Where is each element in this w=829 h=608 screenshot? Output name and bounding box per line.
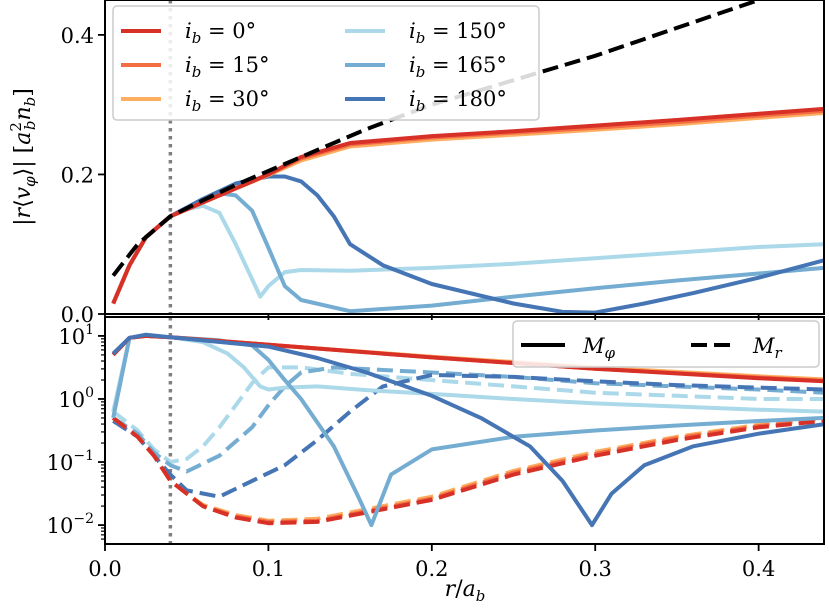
ylabel-v: v [11,186,36,199]
ylabel-bracket-close: ] [11,88,36,97]
bottom-legend-entries: Mφ Mr [521,334,783,362]
legend-label-sub: b [192,29,202,47]
xtick-label: 0.1 [252,557,285,581]
legend-entry-mphi: Mφ [521,334,616,362]
bottom-series-i150_r [111,365,824,464]
top-panel-plot-area [111,0,824,314]
legend-label-sub: b [416,63,426,81]
top-series-ref [111,0,760,277]
ylabel-a: a [11,132,36,145]
top-y-axis: 0.0 0.2 0.4 [61,24,105,327]
ylabel-n: n [11,106,36,120]
bottom-panel-frame [104,316,825,545]
xtick-label: 0.0 [88,557,121,581]
xtick-label: 0.3 [579,557,612,581]
ytick-base: 10 [58,325,85,349]
legend-label-rest: = 180° [425,87,507,111]
top-panel-frame [104,0,825,315]
bottom-panel-plot-area [111,317,824,544]
legend-label-var: i [185,53,192,77]
legend-entry-i0: ib = 0° [121,19,256,47]
top-y-axis-label: |r⟨vφ⟩| [a2bnb] [7,88,39,226]
legend-entry-mr: Mr [691,334,783,362]
legend-label-mr: Mr [752,334,783,362]
top-legend: ib = 0°ib = 15°ib = 30°ib = 150°ib = 165… [112,5,540,121]
top-legend-entries: ib = 0°ib = 15°ib = 30°ib = 150°ib = 165… [121,19,507,115]
legend-label-var: i [409,87,416,111]
legend-label-i180: ib = 180° [409,87,507,115]
ylabel-sub-b1: b [21,121,39,131]
legend-entry-i165: ib = 165° [345,53,507,81]
xlabel-a: a [463,577,476,602]
ytick-base: 10 [47,451,74,475]
ylabel-abs-open: | [11,218,36,225]
top-ytick-label: 0.2 [61,163,94,187]
legend-label-sub: b [416,29,426,47]
ylabel-angle-close: ⟩| [ [11,145,36,177]
bottom-ytick-label: 10−1 [47,448,94,475]
legend-label-sub: b [416,97,426,115]
legend-entry-i180: ib = 180° [345,87,507,115]
xlabel-r: r [445,577,457,602]
top-legend-box [112,5,540,121]
legend-entry-i150: ib = 150° [345,19,507,47]
ylabel-angle-open: ⟨ [11,199,36,208]
top-ytick-label: 0.0 [61,303,94,327]
legend-subscript: r [775,344,783,362]
ylabel-phi-sub: φ [21,176,39,187]
xlabel-slash: / [455,577,463,602]
legend-symbol: M [752,334,775,358]
bottom-ytick-label: 100 [58,385,94,412]
ylabel-sup-2: 2 [7,122,25,132]
ytick-exponent: −2 [73,511,94,527]
ytick-exponent: 0 [85,385,94,401]
bottom-ytick-label: 101 [58,322,94,349]
top-series-i30 [111,111,824,305]
bottom-series-i180_phi [111,332,824,528]
legend-label-var: i [185,19,192,43]
legend-label-i165: ib = 165° [409,53,507,81]
legend-label-var: i [185,87,192,111]
ytick-base: 10 [47,514,74,538]
legend-label-i150: ib = 150° [409,19,507,47]
legend-label-var: i [409,53,416,77]
top-ytick-label: 0.4 [61,24,94,48]
top-series-i15 [111,108,824,305]
legend-label-i30: ib = 30° [185,87,270,115]
legend-label-sub: b [192,63,202,81]
legend-label-i0: ib = 0° [185,19,256,47]
legend-label-i15: ib = 15° [185,53,270,81]
legend-label-rest: = 165° [425,53,507,77]
bottom-series-i180_r [112,373,824,499]
legend-entry-i30: ib = 30° [121,87,270,115]
bottom-legend-box [512,320,820,368]
ytick-exponent: −1 [73,448,94,464]
x-axis-label: r/ab [445,577,486,605]
legend-label-sub: b [192,97,202,115]
bottom-series-i0_r [111,416,824,526]
ylabel-r: r [11,206,36,218]
legend-symbol: M [582,334,605,358]
xtick-label: 0.2 [415,557,448,581]
legend-label-rest: = 0° [201,19,256,43]
legend-subscript: φ [605,344,616,362]
xtick-label: 0.4 [742,557,775,581]
ytick-base: 10 [58,388,85,412]
legend-label-rest: = 30° [201,87,269,111]
legend-label-rest: = 150° [425,19,507,43]
legend-entry-i15: ib = 15° [121,53,270,81]
ylabel-sub-b2: b [21,97,39,107]
legend-label-var: i [409,19,416,43]
legend-label-rest: = 15° [201,53,269,77]
bottom-series-i165_r [112,365,824,474]
ytick-exponent: 1 [85,322,94,338]
bottom-ytick-label: 10−2 [47,511,94,538]
xlabel-sub-b: b [476,587,486,605]
legend-label-mphi: Mφ [582,334,616,362]
bottom-legend: Mφ Mr [512,320,820,368]
bottom-x-axis: 0.0 0.1 0.2 0.3 0.4 [88,314,775,581]
